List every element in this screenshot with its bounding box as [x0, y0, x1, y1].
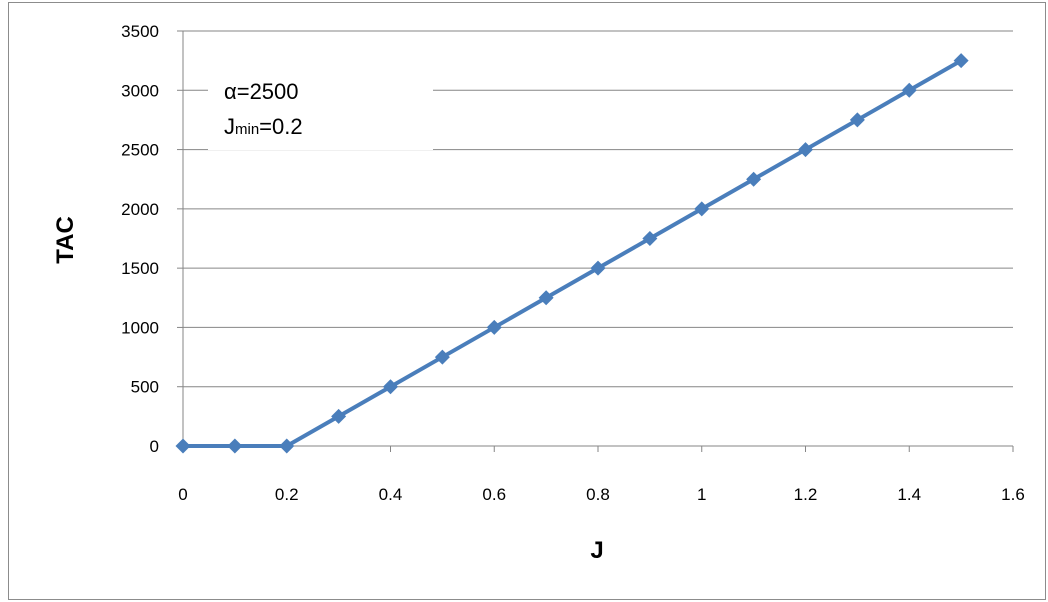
alpha-annotation: α=2500: [224, 79, 299, 104]
data-point-marker: [331, 408, 347, 424]
series-group: [175, 53, 969, 454]
x-tick-label: 0.6: [482, 485, 506, 504]
chart-frame: [8, 2, 1046, 600]
y-tick-label: 1000: [121, 318, 159, 337]
x-tick-label: 0.2: [275, 485, 299, 504]
data-point-marker: [227, 438, 243, 454]
y-axis-title: TAC: [52, 216, 79, 264]
x-tick-labels: 0 0.2 0.4 0.6 0.8 1 1.2 1.4 1.6: [178, 485, 1025, 504]
x-tick-label: 1: [697, 485, 706, 504]
data-point-marker: [798, 142, 813, 158]
data-point-marker: [901, 82, 917, 98]
data-point-marker: [642, 231, 658, 246]
data-point-marker: [383, 379, 398, 395]
data-point-marker: [434, 349, 450, 365]
data-point-marker: [486, 319, 502, 335]
data-point-marker: [953, 53, 969, 69]
y-tick-label: 500: [131, 378, 159, 397]
data-point-marker: [746, 171, 762, 187]
x-tick-label: 1.2: [794, 485, 818, 504]
x-axis-title: J: [590, 537, 603, 564]
y-tick-label: 2500: [121, 141, 159, 160]
x-tick-label: 0.8: [586, 485, 610, 504]
y-tick-label: 0: [150, 437, 159, 456]
annotation-box: [208, 70, 433, 150]
series-line: [183, 58, 963, 448]
x-tick-label: 1.4: [897, 485, 921, 504]
jmin-annotation: Jmin=0.2: [224, 114, 303, 139]
y-tick-label: 3000: [121, 81, 159, 100]
x-tick-label: 0.4: [379, 485, 403, 504]
y-tick-label: 1500: [121, 259, 159, 278]
data-point-marker: [849, 112, 865, 128]
x-tick-label: 0: [178, 485, 187, 504]
data-point-marker: [175, 438, 191, 454]
data-point-marker: [279, 438, 295, 454]
data-point-marker: [538, 290, 554, 306]
y-tick-labels: 0 500 1000 1500 2000 2500 3000 3500: [121, 22, 159, 456]
data-point-marker: [694, 201, 710, 217]
x-tick-label: 1.6: [1001, 485, 1025, 504]
data-point-marker: [590, 260, 606, 276]
y-tick-label: 2000: [121, 200, 159, 219]
y-tick-label: 3500: [121, 22, 159, 41]
